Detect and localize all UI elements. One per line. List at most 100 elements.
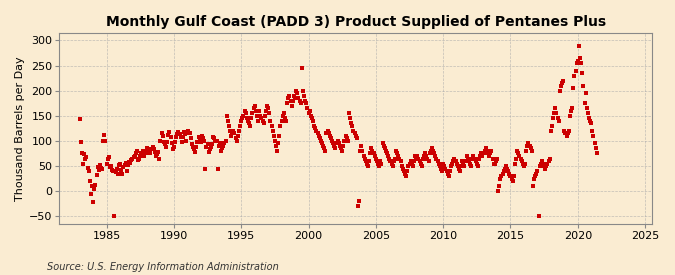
Point — [140, 149, 151, 153]
Point — [414, 159, 425, 163]
Point — [156, 131, 167, 136]
Point — [93, 167, 104, 172]
Point — [437, 169, 448, 173]
Point — [135, 154, 146, 158]
Point — [530, 174, 541, 178]
Point — [512, 149, 522, 153]
Point — [373, 161, 383, 166]
Point — [86, 184, 97, 188]
Point — [505, 174, 516, 178]
Point — [403, 164, 414, 168]
Point — [494, 184, 505, 188]
Point — [477, 154, 488, 158]
Point — [159, 142, 170, 147]
Point — [137, 149, 148, 153]
Point — [184, 131, 195, 136]
Point — [142, 146, 153, 151]
Point — [294, 98, 305, 103]
Point — [550, 106, 561, 111]
Point — [249, 104, 260, 108]
Point — [398, 169, 409, 173]
Point — [283, 96, 294, 100]
Point — [495, 176, 506, 181]
Point — [401, 174, 412, 178]
Point — [225, 129, 236, 133]
Point — [279, 111, 290, 116]
Point — [217, 146, 227, 151]
Point — [196, 134, 207, 138]
Point — [418, 154, 429, 158]
Point — [439, 164, 450, 168]
Point — [259, 114, 270, 118]
Point — [120, 161, 131, 165]
Point — [113, 163, 124, 167]
Point — [125, 160, 136, 165]
Point — [159, 140, 169, 144]
Point — [389, 156, 400, 161]
Point — [236, 119, 246, 123]
Point — [469, 156, 480, 161]
Point — [199, 139, 210, 143]
Point — [227, 131, 238, 136]
Point — [215, 149, 226, 153]
Point — [379, 146, 390, 151]
Point — [491, 159, 502, 163]
Point — [339, 139, 350, 143]
Point — [272, 149, 283, 153]
Point — [232, 139, 242, 143]
Point — [392, 151, 402, 156]
Point — [585, 119, 595, 123]
Point — [146, 147, 157, 152]
Point — [117, 171, 128, 176]
Point — [362, 164, 373, 168]
Point — [252, 114, 263, 118]
Point — [503, 169, 514, 173]
Point — [534, 164, 545, 168]
Point — [502, 166, 512, 171]
Point — [240, 111, 251, 116]
Point — [527, 184, 538, 188]
Point — [312, 131, 323, 136]
Point — [577, 71, 588, 75]
Point — [147, 145, 158, 149]
Point — [431, 156, 442, 161]
Point — [333, 141, 344, 146]
Point — [467, 156, 478, 161]
Point — [200, 166, 211, 171]
Point — [574, 56, 585, 60]
Point — [377, 141, 388, 146]
Point — [282, 101, 293, 105]
Point — [518, 164, 529, 168]
Point — [442, 171, 453, 176]
Point — [107, 167, 117, 172]
Point — [579, 101, 590, 105]
Point — [315, 136, 325, 141]
Point — [332, 139, 343, 143]
Point — [176, 140, 187, 144]
Point — [396, 164, 407, 168]
Point — [371, 156, 381, 161]
Point — [427, 146, 437, 151]
Point — [91, 173, 102, 177]
Point — [148, 147, 159, 152]
Point — [510, 161, 520, 166]
Point — [325, 136, 336, 141]
Point — [537, 159, 547, 163]
Point — [291, 89, 302, 93]
Point — [408, 159, 419, 163]
Point — [342, 136, 352, 141]
Point — [476, 151, 487, 156]
Point — [518, 161, 529, 166]
Point — [145, 151, 156, 156]
Point — [493, 189, 504, 193]
Point — [111, 166, 122, 171]
Point — [461, 154, 472, 158]
Point — [525, 146, 536, 151]
Point — [186, 136, 196, 141]
Point — [501, 164, 512, 168]
Point — [484, 154, 495, 158]
Point — [313, 134, 324, 138]
Point — [254, 109, 265, 113]
Point — [235, 124, 246, 128]
Point — [458, 161, 468, 166]
